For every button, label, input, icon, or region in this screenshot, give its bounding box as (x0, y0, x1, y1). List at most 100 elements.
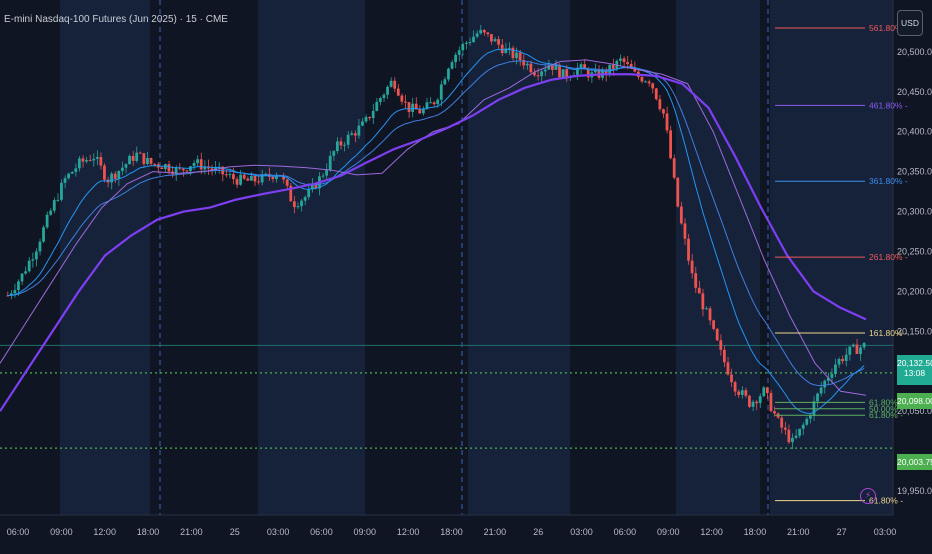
candle-body (257, 181, 260, 183)
ema-slow-line (7, 60, 865, 387)
candle-body (389, 80, 393, 87)
candle-body (683, 223, 687, 239)
candle-body (396, 88, 400, 96)
candle-body (525, 63, 529, 66)
candle-body (117, 170, 121, 179)
candle-body (260, 174, 264, 183)
candle-body (862, 342, 866, 348)
x-tick-label: 27 (837, 527, 847, 537)
candle-body (163, 164, 167, 170)
candle-body (282, 176, 285, 180)
candle-body (769, 393, 773, 412)
candle-body (500, 44, 504, 54)
candle-body (805, 418, 809, 425)
candle-body (31, 259, 35, 261)
candle-body (20, 273, 24, 282)
candle-body (436, 99, 440, 105)
fib-level-label: 261.80% - (869, 252, 908, 262)
candle-body (332, 151, 336, 156)
x-tick-label: 12:00 (397, 527, 420, 537)
candle-body (737, 391, 741, 395)
candle-body (762, 387, 766, 397)
candle-body (765, 387, 769, 394)
level-tag-lower: 20,003.75 (897, 454, 932, 470)
candle-body (368, 116, 371, 119)
candle-body (249, 175, 253, 181)
candle-body (633, 68, 637, 72)
candle-body (464, 42, 468, 44)
candle-body (418, 109, 422, 114)
candle-body (561, 69, 565, 78)
chart-title: E-mini Nasdaq-100 Futures (Jun 2025) · 1… (4, 14, 228, 25)
candle-body (780, 417, 784, 428)
candle-body (350, 133, 354, 135)
candle-body (81, 158, 85, 162)
candle-body (432, 102, 436, 105)
x-tick-label: 26 (533, 527, 543, 537)
candle-body (794, 435, 798, 438)
candle-body (27, 260, 31, 272)
candle-body (468, 42, 472, 44)
candle-body (740, 390, 744, 395)
candle-body (128, 155, 131, 165)
candle-body (142, 153, 146, 164)
candle-body (289, 185, 293, 202)
candle-body (239, 174, 242, 185)
candle-body (529, 63, 533, 73)
ma-long-line (0, 73, 867, 412)
candle-body (199, 159, 203, 170)
candle-body (364, 116, 368, 122)
candle-body (640, 76, 644, 82)
fib-level-label: 61.80% - (869, 496, 903, 506)
candle-body (504, 48, 508, 54)
candle-body (665, 113, 669, 131)
currency-button[interactable]: USD (897, 10, 923, 36)
candle-body (371, 110, 375, 119)
candle-body (120, 167, 124, 171)
candle-body (346, 134, 350, 145)
candle-body (99, 157, 103, 166)
candle-body (181, 168, 185, 171)
x-tick-label: 09:00 (354, 527, 377, 537)
candle-body (196, 159, 199, 164)
candle-body (708, 308, 712, 321)
fib-level-label: 61.80% - (869, 410, 903, 420)
candle-body (113, 173, 117, 179)
ema-fast-line (7, 48, 865, 414)
candle-body (622, 58, 626, 63)
candle-body (271, 176, 275, 180)
y-tick-label: 20,300.00 (897, 207, 932, 217)
countdown-label: 13:08 (903, 368, 926, 378)
candle-body (224, 174, 228, 176)
candle-body (411, 103, 414, 112)
candle-body (149, 157, 153, 164)
fib-level-label: 561.80% - (869, 23, 908, 33)
candle-body (493, 39, 497, 42)
candle-body (45, 214, 49, 228)
candle-body (705, 308, 708, 310)
candle-body (343, 144, 346, 146)
x-tick-label: 21:00 (787, 527, 810, 537)
fib-level-label: 61.80% - (869, 397, 903, 407)
candle-body (629, 63, 633, 69)
candle-body (644, 81, 647, 83)
candle-body (13, 290, 17, 294)
candle-body (733, 382, 737, 392)
candle-body (404, 101, 407, 103)
candle-body (461, 43, 465, 51)
candle-body (246, 178, 250, 181)
candle-body (321, 175, 325, 177)
candle-body (67, 173, 70, 179)
candle-body (160, 167, 164, 170)
candle-body (103, 165, 106, 180)
lightning-icon[interactable]: ⚡ (860, 488, 876, 504)
y-tick-label: 19,950.00 (897, 486, 932, 496)
ma-mid-line (0, 59, 867, 396)
candle-body (85, 160, 88, 162)
x-tick-label: 12:00 (93, 527, 116, 537)
candle-body (701, 293, 705, 310)
candle-body (758, 396, 762, 404)
x-tick-label: 18:00 (440, 527, 463, 537)
